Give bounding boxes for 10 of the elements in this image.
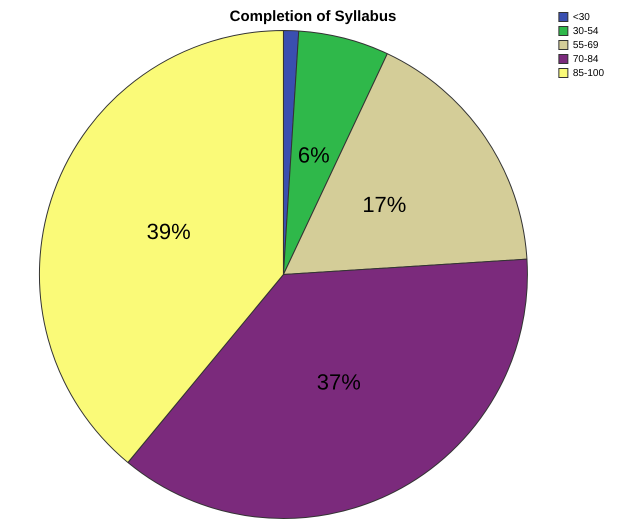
- data-label: 6%: [298, 142, 330, 168]
- legend-label: 55-69: [572, 40, 599, 51]
- legend-label: 30-54: [572, 26, 599, 37]
- chart-title: Completion of Syllabus: [230, 8, 396, 26]
- data-label: 39%: [146, 219, 191, 244]
- legend-label: 85-100: [572, 68, 604, 79]
- legend-label: <30: [572, 12, 590, 23]
- legend-label: 70-84: [572, 54, 599, 65]
- data-label: 17%: [362, 192, 406, 217]
- data-label: 37%: [316, 369, 361, 394]
